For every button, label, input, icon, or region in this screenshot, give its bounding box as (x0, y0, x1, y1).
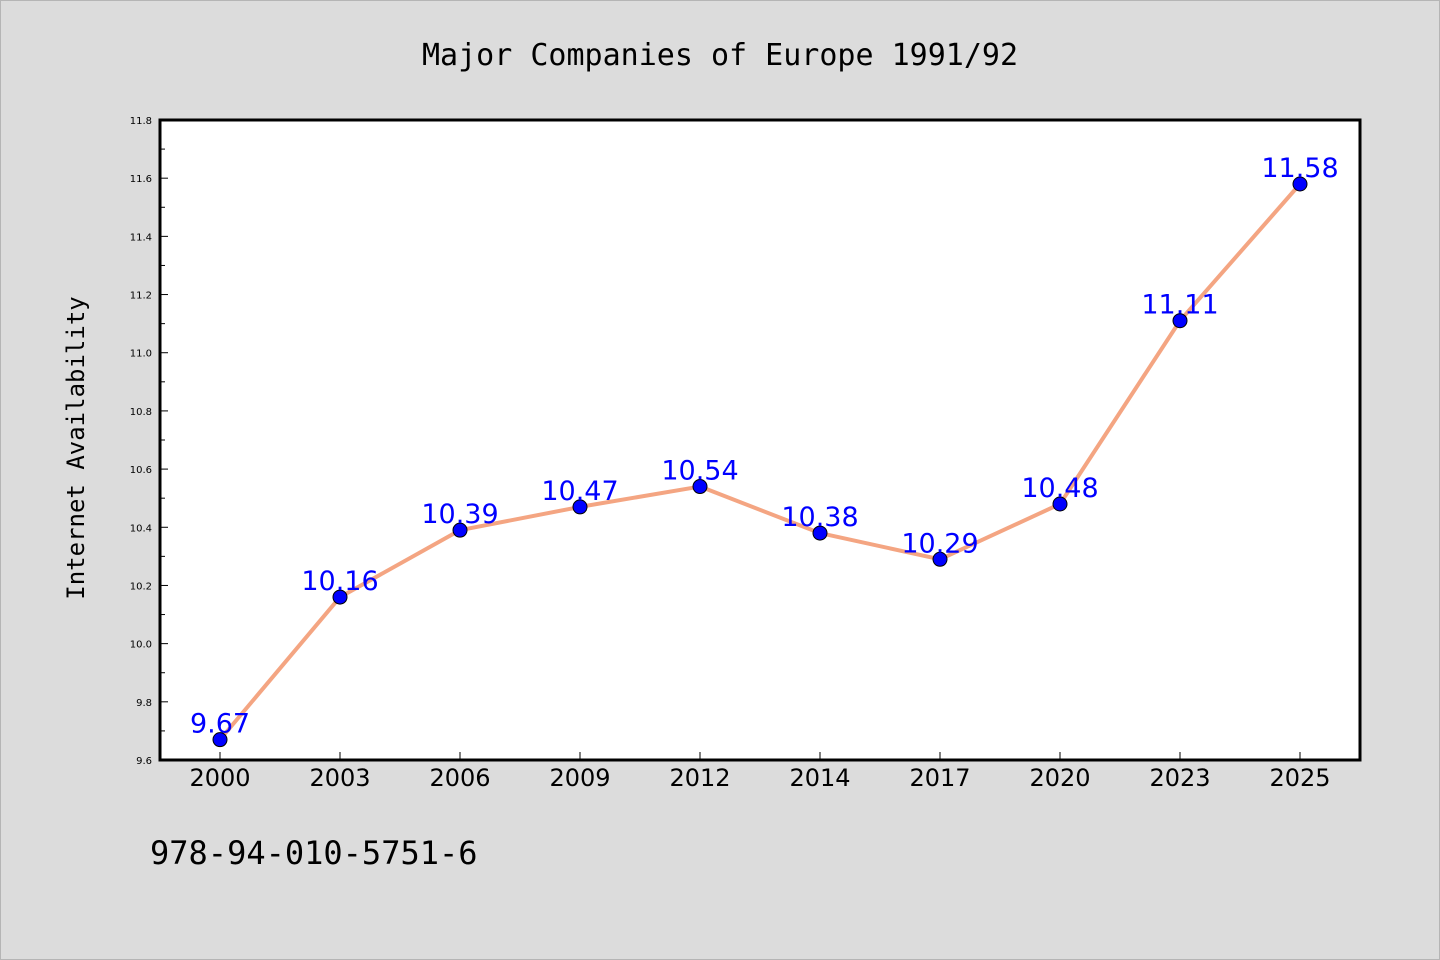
footer-code: 978-94-010-5751-6 (150, 834, 478, 872)
y-tick-label: 9.8 (136, 698, 152, 709)
x-axis-ticks: 2000 2003 2006 2009 2012 2014 2017 2020 2023 2025 (189, 752, 1331, 792)
chart-title: Major Companies of Europe 1991/92 (422, 38, 1018, 73)
x-tick-label: 2009 (549, 764, 610, 792)
x-tick-label: 2000 (189, 764, 250, 792)
data-point (452, 522, 468, 538)
data-label: 10.47 (541, 476, 618, 507)
data-point (812, 525, 828, 541)
data-point (332, 589, 348, 605)
x-tick-label: 2025 (1269, 764, 1330, 792)
data-label: 9.67 (190, 709, 250, 740)
y-axis-ticks: 9.6 9.8 10.0 10.2 10.4 10.6 10.8 11.0 11.2 11.4 11… (130, 116, 168, 767)
y-tick-label: 11.0 (130, 349, 152, 360)
data-label: 10.48 (1021, 473, 1098, 504)
x-tick-label: 2023 (1149, 764, 1210, 792)
data-label: 11.58 (1261, 153, 1338, 184)
data-point (1172, 313, 1188, 329)
series-line (218, 182, 1302, 741)
y-tick-label: 9.6 (136, 756, 152, 767)
x-tick-label: 2020 (1029, 764, 1090, 792)
data-label: 10.39 (421, 499, 498, 530)
data-point (692, 479, 708, 495)
y-tick-label: 11.8 (130, 116, 152, 127)
x-tick-label: 2017 (909, 764, 970, 792)
x-tick-label: 2006 (429, 764, 490, 792)
y-axis-label: Internet Availability (62, 296, 90, 599)
x-tick-label: 2012 (669, 764, 730, 792)
y-tick-label: 11.6 (130, 174, 152, 185)
series-layer: 9.67 10.16 10.39 10.47 10.54 10.38 10.29 10.48 1… (190, 153, 1339, 748)
data-label: 11.11 (1141, 290, 1218, 321)
data-point (1052, 496, 1068, 512)
y-tick-label: 10.2 (130, 581, 152, 592)
x-tick-label: 2003 (309, 764, 370, 792)
plot-area (158, 118, 1362, 762)
data-point (572, 499, 588, 515)
y-tick-label: 10.0 (130, 640, 152, 651)
y-tick-label: 10.4 (130, 523, 152, 534)
data-label: 10.29 (901, 528, 978, 559)
data-label: 10.38 (781, 502, 858, 533)
y-tick-label: 10.6 (130, 465, 152, 476)
data-label: 10.16 (301, 566, 378, 597)
data-label: 10.54 (661, 456, 738, 487)
data-point (212, 732, 228, 748)
data-point (1292, 176, 1308, 192)
x-tick-label: 2014 (789, 764, 850, 792)
data-point (932, 551, 948, 567)
y-tick-label: 10.8 (130, 407, 152, 418)
y-tick-label: 11.4 (130, 232, 152, 243)
y-tick-label: 11.2 (130, 291, 152, 302)
